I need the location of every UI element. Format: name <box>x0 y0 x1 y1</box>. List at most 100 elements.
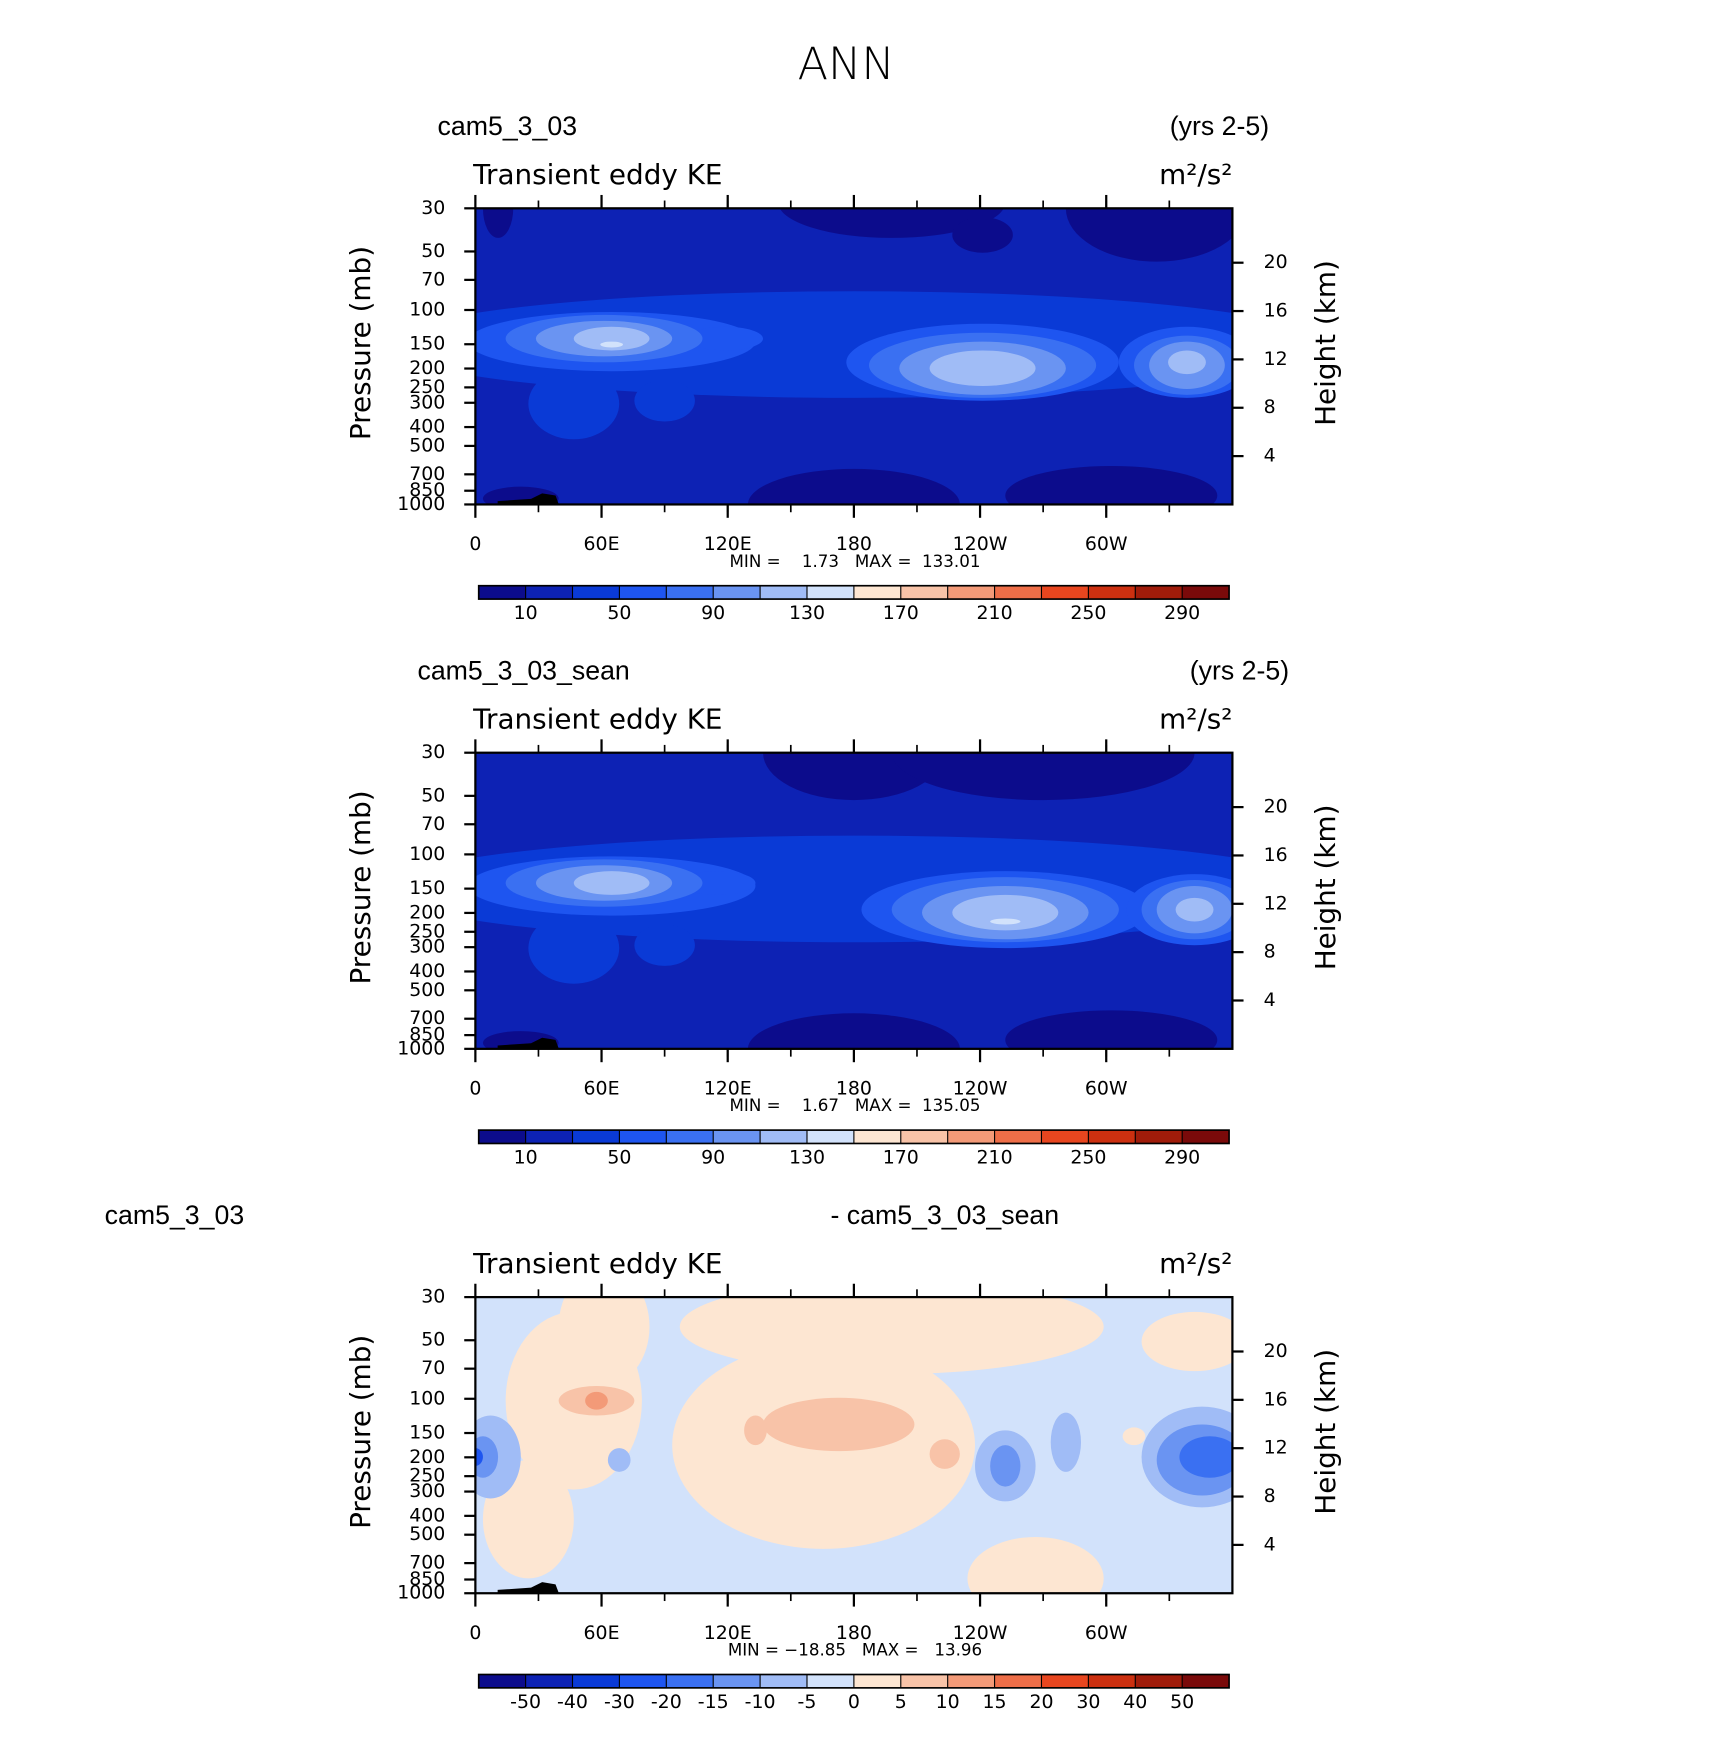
contour-fill <box>475 1448 483 1466</box>
colorbar-label: 90 <box>701 1146 725 1168</box>
colorbar-label: 50 <box>1170 1691 1194 1713</box>
y2-tick-label: 8 <box>1264 941 1276 963</box>
colorbar-label: 20 <box>1029 1691 1053 1713</box>
colorbar-label: 250 <box>1070 602 1106 624</box>
y-axis-label: Pressure (mb) <box>344 246 377 440</box>
x-tick-label: 120W <box>953 533 1008 555</box>
colorbar-box <box>806 1674 854 1688</box>
contour-fill <box>1065 208 1233 262</box>
x-tick-label: 60W <box>1085 1077 1128 1099</box>
x-tick-label: 120E <box>704 1077 752 1099</box>
y-tick-label: 850 <box>409 1024 445 1046</box>
y-tick-label: 250 <box>409 376 445 398</box>
contour-fill <box>1168 350 1206 375</box>
y-tick-label: 30 <box>421 741 445 763</box>
y2-tick-label: 16 <box>1264 300 1288 322</box>
contour-field <box>475 752 1233 1049</box>
contour-fill <box>573 871 650 895</box>
colorbar-box <box>853 1674 901 1688</box>
y2-axis-label: Height (km) <box>1309 805 1342 971</box>
contour-fill <box>634 380 695 422</box>
colorbar-label: 5 <box>895 1691 907 1713</box>
y-tick-label: 700 <box>409 1552 445 1574</box>
colorbar-box <box>572 1674 620 1688</box>
y-tick-label: 70 <box>421 268 445 290</box>
contour-fill <box>1141 1311 1233 1372</box>
y-tick-label: 300 <box>409 391 445 413</box>
topography <box>497 1037 559 1049</box>
colorbar-box <box>478 1674 526 1688</box>
colorbar-label: 0 <box>848 1691 860 1713</box>
colorbar-box <box>619 1130 667 1144</box>
colorbar-label: -10 <box>745 1691 776 1713</box>
contour-fill <box>1005 465 1218 505</box>
colorbar-label: -15 <box>698 1691 729 1713</box>
colorbar-box <box>525 1674 573 1688</box>
contour-fill <box>1122 1427 1146 1446</box>
y2-tick-label: 8 <box>1264 396 1276 418</box>
x-tick-label: 120W <box>953 1622 1008 1644</box>
y-tick-label: 500 <box>409 979 445 1001</box>
colorbar-label: 130 <box>789 1146 825 1168</box>
y-tick-label: 150 <box>409 333 445 355</box>
contour-fill <box>952 217 1013 253</box>
colorbar-label: 40 <box>1123 1691 1147 1713</box>
colorbar-box <box>806 585 854 600</box>
y-tick-label: 100 <box>409 1387 445 1409</box>
contour-field <box>475 1297 1233 1594</box>
contour-fill <box>952 894 1059 931</box>
x-tick-label: 60W <box>1085 1622 1128 1644</box>
colorbar-label: 210 <box>977 1146 1013 1168</box>
topography <box>497 1582 559 1594</box>
colorbar-box <box>1041 1674 1089 1688</box>
y2-tick-label: 20 <box>1264 1340 1288 1362</box>
y2-tick-label: 4 <box>1264 1533 1276 1555</box>
colorbar-box <box>1088 585 1136 600</box>
colorbar-box <box>994 1130 1042 1144</box>
contour-fill <box>475 1436 499 1478</box>
y-tick-label: 70 <box>421 813 445 835</box>
y-tick-label: 200 <box>409 901 445 923</box>
y-tick-label: 50 <box>421 240 445 262</box>
contour-fill <box>747 1013 960 1049</box>
contour-fill <box>687 326 764 351</box>
x-tick-label: 0 <box>469 1077 481 1099</box>
x-tick-label: 120E <box>704 1622 752 1644</box>
colorbar-box <box>1135 585 1183 600</box>
colorbar-box <box>572 585 620 600</box>
min-max: MIN = 1.67 MAX = 135.05 <box>730 1096 981 1115</box>
y-axis-label: Pressure (mb) <box>344 1335 377 1529</box>
colorbar-box <box>1041 1130 1089 1144</box>
colorbar-label: 250 <box>1070 1146 1106 1168</box>
y-tick-label: 100 <box>409 843 445 865</box>
colorbar-box <box>478 585 526 600</box>
units: m²/s² <box>1159 1247 1232 1280</box>
colorbar-box <box>760 1130 807 1144</box>
y-tick-label: 1000 <box>397 493 445 515</box>
y-tick-label: 1000 <box>397 1582 445 1604</box>
topography <box>497 493 559 505</box>
y2-tick-label: 4 <box>1264 989 1276 1011</box>
y-tick-label: 500 <box>409 434 445 456</box>
colorbar-label: 290 <box>1164 1146 1200 1168</box>
contour-fill <box>747 468 960 505</box>
x-tick-label: 120E <box>704 533 752 555</box>
contour-fill <box>558 1297 650 1386</box>
y2-tick-label: 20 <box>1264 796 1288 818</box>
colorbar-label: -30 <box>604 1691 635 1713</box>
contour-fill <box>634 924 695 966</box>
colorbar-label: -20 <box>651 1691 682 1713</box>
colorbar-label: 10 <box>514 602 538 624</box>
colorbar-label: 170 <box>883 1146 919 1168</box>
min-max: MIN = −18.85 MAX = 13.96 <box>728 1641 982 1660</box>
colorbar-box <box>713 1130 761 1144</box>
colorbar-box <box>572 1130 620 1144</box>
colorbar-box <box>853 585 901 600</box>
colorbar-box <box>947 585 995 600</box>
contour-fill <box>891 752 1195 801</box>
subtitle: Transient eddy KE <box>472 702 722 735</box>
colorbar-box <box>1135 1130 1183 1144</box>
colorbar-box <box>619 1674 667 1688</box>
colorbar-label: 30 <box>1076 1691 1100 1713</box>
colorbar-box <box>994 1674 1042 1688</box>
